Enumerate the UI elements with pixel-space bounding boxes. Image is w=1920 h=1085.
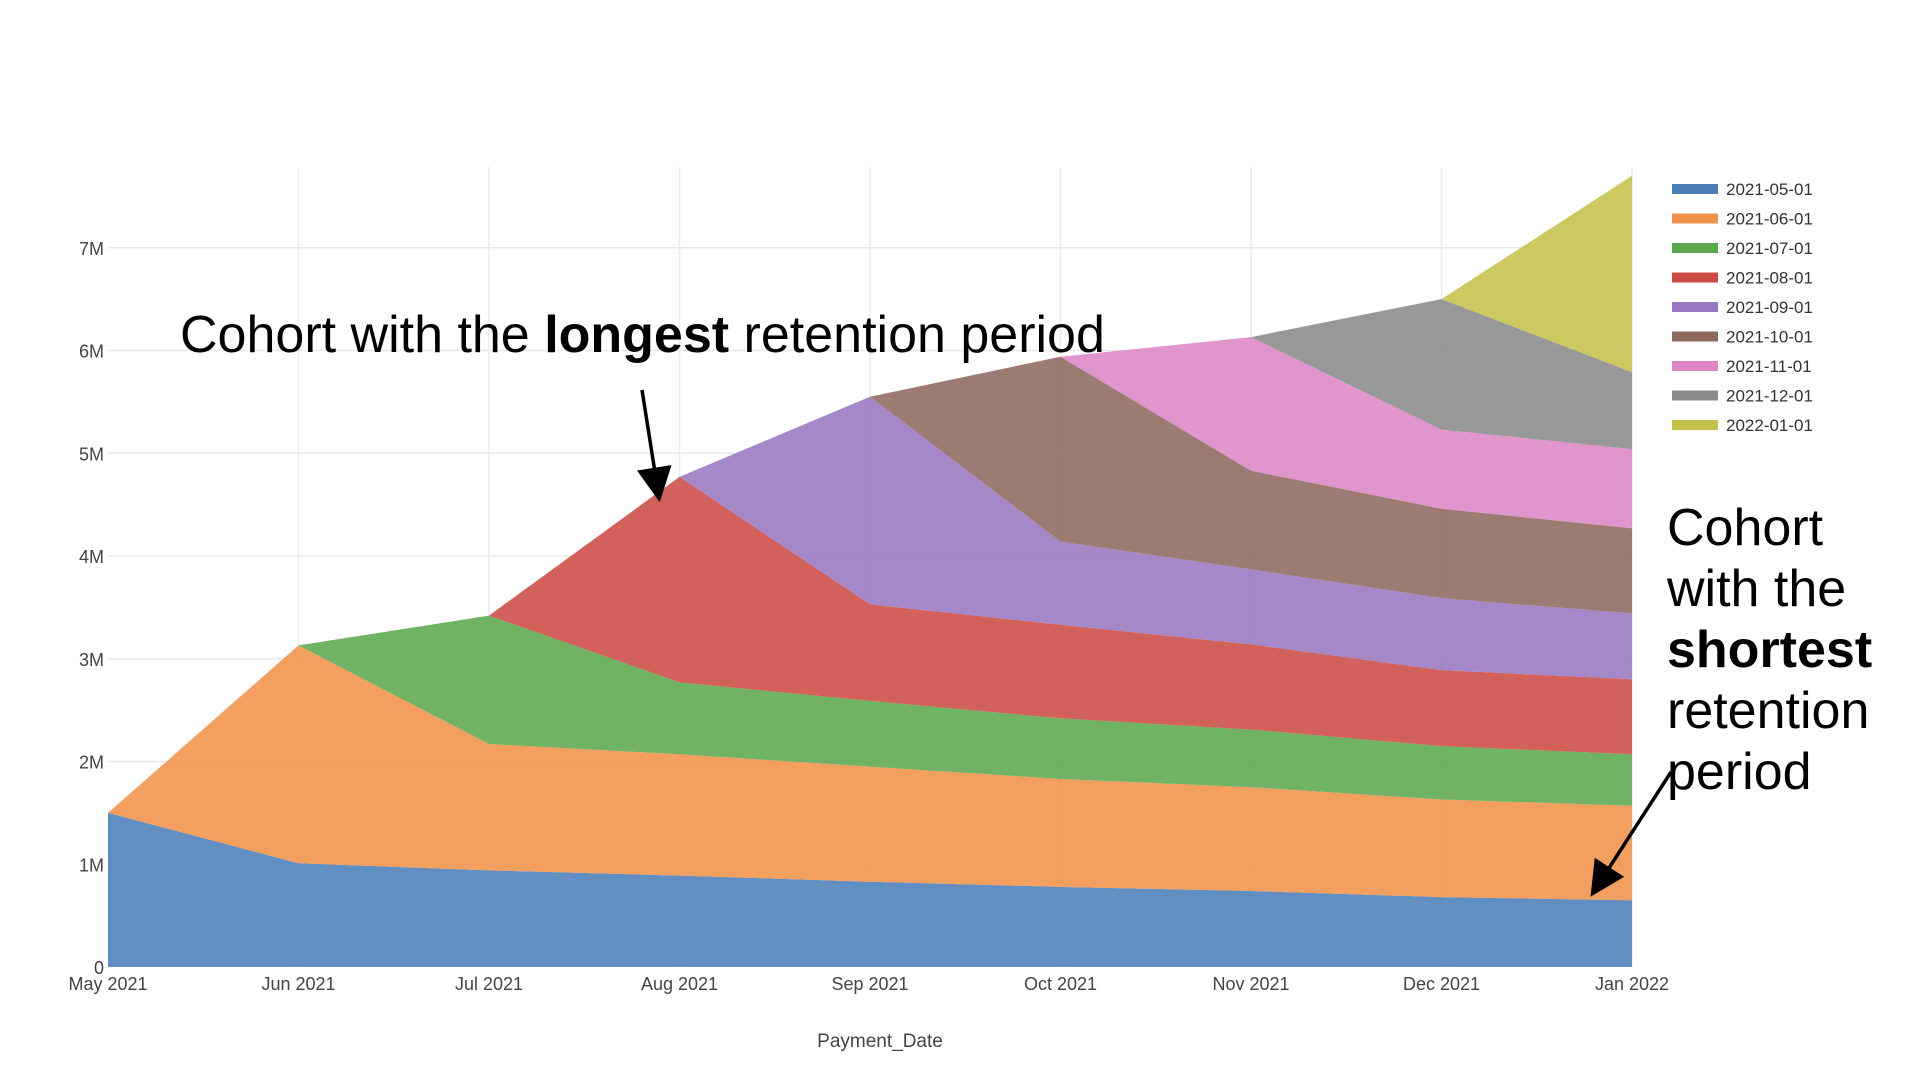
legend-label: 2022-01-01: [1726, 416, 1813, 435]
legend-swatch-2021-10-01: [1672, 332, 1718, 342]
x-tick-label: Dec 2021: [1403, 974, 1480, 994]
y-tick-label: 7M: [79, 239, 104, 259]
legend-label: 2021-10-01: [1726, 328, 1813, 347]
x-tick-label: Aug 2021: [641, 974, 718, 994]
legend-label: 2021-08-01: [1726, 269, 1813, 288]
legend-swatch-2021-07-01: [1672, 243, 1718, 253]
x-tick-label: Nov 2021: [1212, 974, 1289, 994]
legend-swatch-2022-01-01: [1672, 420, 1718, 430]
legend-swatch-2021-09-01: [1672, 302, 1718, 312]
x-tick-label: Oct 2021: [1024, 974, 1097, 994]
annotation-longest-retention: Cohort with the longest retention period: [180, 305, 1105, 365]
legend-swatch-2021-05-01: [1672, 184, 1718, 194]
y-tick-label: 1M: [79, 855, 104, 875]
legend-label: 2021-06-01: [1726, 210, 1813, 229]
y-tick-label: 5M: [79, 444, 104, 464]
x-tick-label: Jan 2022: [1595, 974, 1669, 994]
legend-swatch-2021-08-01: [1672, 273, 1718, 283]
arrow-longest: [642, 390, 657, 485]
legend-label: 2021-07-01: [1726, 239, 1813, 258]
x-tick-label: Jun 2021: [261, 974, 335, 994]
x-tick-label: May 2021: [68, 974, 147, 994]
legend-label: 2021-12-01: [1726, 387, 1813, 406]
x-axis-title: Payment_Date: [817, 1031, 943, 1052]
y-tick-label: 3M: [79, 650, 104, 670]
y-tick-label: 4M: [79, 547, 104, 567]
x-tick-label: Sep 2021: [831, 974, 908, 994]
y-tick-label: 6M: [79, 342, 104, 362]
x-tick-label: Jul 2021: [455, 974, 523, 994]
legend-label: 2021-05-01: [1726, 180, 1813, 199]
legend-label: 2021-09-01: [1726, 298, 1813, 317]
legend-label: 2021-11-01: [1726, 357, 1812, 376]
y-tick-label: 2M: [79, 753, 104, 773]
legend-swatch-2021-06-01: [1672, 214, 1718, 224]
annotation-shortest-retention: Cohort with the shortest retention perio…: [1667, 498, 1917, 803]
legend-swatch-2021-12-01: [1672, 391, 1718, 401]
legend-swatch-2021-11-01: [1672, 361, 1718, 371]
